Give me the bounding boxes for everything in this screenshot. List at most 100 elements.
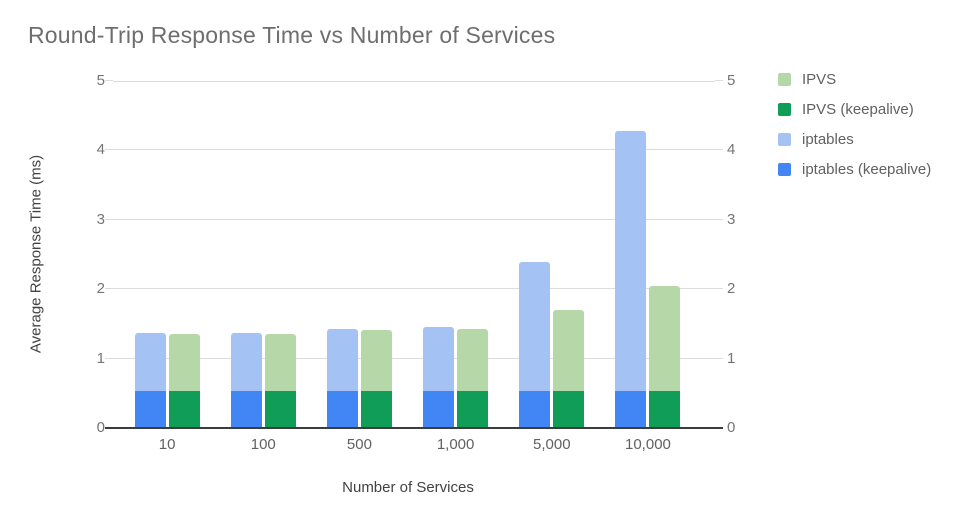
bar-segment-IPVS-1,000: [457, 329, 489, 392]
x-tick-label-500: 500: [346, 436, 372, 453]
bar-segment-iptables-1,000: [423, 326, 455, 392]
y-tick-label-left-0: 0: [96, 419, 105, 436]
bar-segment-IPVS-10: [168, 333, 200, 392]
x-axis-line: [113, 427, 715, 429]
bar-segment-IPVS-keepalive--100: [264, 391, 296, 428]
gridline-5: [113, 81, 715, 82]
x-tick-label-10: 10: [158, 436, 176, 453]
legend-item-IPVS: IPVS: [778, 64, 931, 94]
bar-segment-iptables-10,000: [615, 130, 647, 392]
bar-group-5,000: [519, 262, 585, 428]
x-axis-labels: 10 100 500 1,000 5,000 10,000: [119, 436, 696, 453]
axis-tick-l-3: [105, 218, 113, 220]
legend-swatch-icon: [778, 132, 791, 146]
y-tick-label-left-2: 2: [96, 280, 105, 298]
bar-IPVS-1,000: [457, 329, 489, 428]
bar-iptables-1,000: [423, 326, 455, 428]
axis-tick-l-1: [105, 357, 113, 359]
axis-tick-r-3: [715, 218, 723, 220]
bar-segment-iptables-500: [326, 328, 358, 392]
bar-segment-iptables-keepalive--10,000: [615, 391, 647, 428]
gridline-3: [113, 218, 715, 220]
x-tick-label-1,000: 1,000: [436, 436, 475, 453]
bar-segment-iptables-keepalive--100: [230, 391, 262, 428]
chart-title: Round-Trip Response Time vs Number of Se…: [28, 22, 556, 48]
y-tick-label-right-0: 0: [727, 419, 736, 436]
bar-segment-IPVS-100: [264, 333, 296, 392]
bar-slot-1,000: [408, 326, 504, 428]
bar-slot-10: [119, 332, 215, 428]
legend-item-IPVS-keepalive-: IPVS (keepalive): [778, 94, 931, 124]
bar-segment-iptables-5,000: [519, 262, 551, 392]
y-tick-label-right-1: 1: [727, 349, 736, 367]
axis-tick-r-5: [715, 80, 723, 81]
y-tick-label-left-3: 3: [96, 210, 105, 228]
axis-tick-l-0: [105, 427, 113, 429]
bar-IPVS-100: [264, 333, 296, 428]
bar-group-10,000: [615, 130, 681, 428]
y-tick-label-right-5: 5: [727, 72, 736, 89]
bar-group-1,000: [423, 326, 489, 428]
bar-group-100: [230, 332, 296, 428]
y-tick-label-left-1: 1: [96, 349, 105, 367]
bar-slot-5,000: [504, 262, 600, 428]
y-tick-label-left-5: 5: [96, 72, 105, 89]
bar-segment-iptables-keepalive--5,000: [519, 391, 551, 428]
gridline-4: [113, 149, 715, 151]
legend-swatch-icon: [778, 72, 791, 86]
axis-tick-r-1: [715, 357, 723, 359]
legend-swatch-icon: [778, 102, 791, 116]
bar-iptables-10,000: [615, 130, 647, 428]
bar-iptables-100: [230, 332, 262, 428]
axis-tick-r-2: [715, 288, 723, 290]
bar-segment-IPVS-5,000: [553, 310, 585, 392]
bar-segment-IPVS-10,000: [649, 286, 681, 392]
bar-IPVS-10,000: [649, 286, 681, 428]
bar-segment-IPVS-keepalive--10,000: [649, 391, 681, 428]
axis-tick-l-5: [105, 80, 113, 81]
bar-series-container: [119, 81, 696, 428]
legend-item-iptables: iptables: [778, 124, 931, 154]
bar-segment-IPVS-keepalive--500: [360, 391, 392, 428]
bar-segment-IPVS-keepalive--5,000: [553, 391, 585, 428]
bar-segment-IPVS-500: [360, 330, 392, 392]
bar-segment-iptables-10: [134, 332, 166, 392]
gridline-1: [113, 357, 715, 359]
bar-slot-100: [215, 332, 311, 428]
axis-tick-l-4: [105, 149, 113, 151]
bar-segment-iptables-100: [230, 332, 262, 392]
x-axis-title: Number of Services: [342, 479, 474, 496]
legend: IPVS IPVS (keepalive) iptables iptables (ke…: [778, 64, 931, 184]
bar-slot-500: [311, 328, 407, 428]
y-tick-label-right-4: 4: [727, 141, 736, 159]
bar-IPVS-500: [360, 330, 392, 428]
x-tick-label-10,000: 10,000: [625, 436, 671, 453]
axis-tick-l-2: [105, 288, 113, 290]
axis-tick-r-4: [715, 149, 723, 151]
bar-slot-10,000: [600, 130, 696, 428]
bar-segment-iptables-keepalive--1,000: [423, 391, 455, 428]
bar-segment-iptables-keepalive--500: [326, 391, 358, 428]
bar-segment-IPVS-keepalive--10: [168, 391, 200, 428]
y-axis-title: Average Response Time (ms): [27, 154, 45, 354]
legend-item-iptables-keepalive-: iptables (keepalive): [778, 154, 931, 184]
bar-iptables-10: [134, 332, 166, 428]
legend-label: IPVS: [802, 70, 837, 88]
bar-IPVS-5,000: [553, 310, 585, 428]
bar-segment-IPVS-keepalive--1,000: [457, 391, 489, 428]
plot-area: [113, 81, 715, 429]
bar-IPVS-10: [168, 333, 200, 428]
legend-swatch-icon: [778, 162, 791, 176]
legend-label: iptables (keepalive): [802, 160, 932, 178]
x-tick-label-100: 100: [250, 436, 276, 453]
y-tick-label-left-4: 4: [96, 141, 105, 159]
gridline-2: [113, 288, 715, 290]
legend-label: IPVS (keepalive): [802, 100, 914, 118]
bar-group-10: [134, 332, 200, 428]
y-tick-label-right-3: 3: [727, 210, 736, 228]
bar-group-500: [326, 328, 392, 428]
legend-label: iptables: [802, 130, 854, 148]
bar-iptables-500: [326, 328, 358, 428]
bar-segment-iptables-keepalive--10: [134, 391, 166, 428]
